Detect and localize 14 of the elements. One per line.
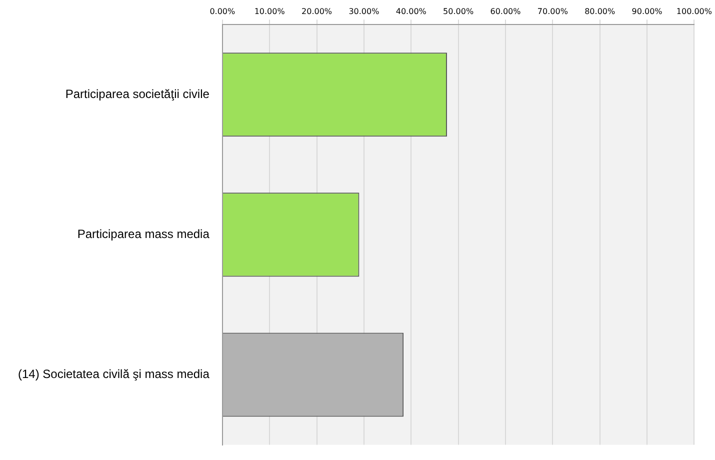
y-tick-label: (14) Societatea civilă şi mass media: [18, 367, 210, 382]
x-tick-label: 50.00%: [443, 6, 474, 16]
x-tick-label: 60.00%: [490, 6, 522, 16]
y-tick-label: Participarea mass media: [77, 227, 210, 242]
x-tick-label: 40.00%: [396, 6, 427, 16]
x-tick-label: 0.00%: [210, 6, 236, 16]
x-tick-label: 20.00%: [302, 6, 332, 16]
x-tick-label: 70.00%: [537, 6, 568, 16]
x-tick-label: 10.00%: [254, 6, 286, 16]
x-tick-label: 100.00%: [676, 6, 712, 16]
x-tick-label: 30.00%: [348, 6, 380, 16]
y-tick-label: Participarea societăţii civile: [65, 86, 210, 101]
x-tick-label: 90.00%: [632, 6, 663, 16]
x-tick-label: 80.00%: [584, 6, 616, 16]
